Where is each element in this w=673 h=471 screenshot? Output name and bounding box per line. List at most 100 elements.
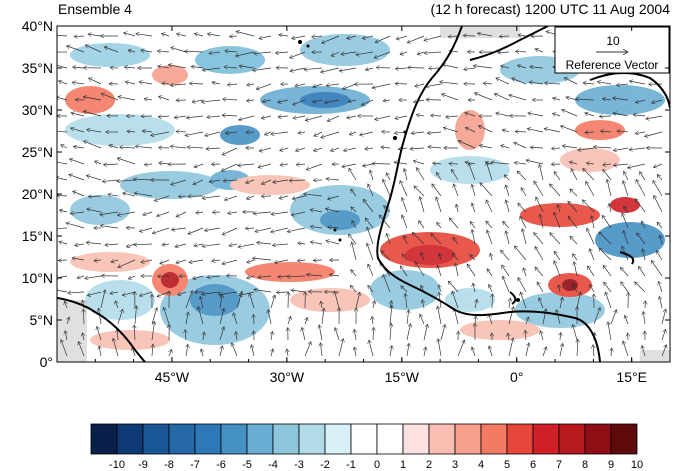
wind-vector <box>439 253 441 261</box>
wind-vector <box>310 226 323 228</box>
wind-vector <box>57 195 68 196</box>
wind-vector <box>298 132 306 133</box>
wind-vector <box>338 339 343 357</box>
colorbar-swatch <box>402 423 430 455</box>
wind-vector <box>480 183 493 197</box>
wind-vector <box>605 292 612 309</box>
wind-vector <box>83 309 84 325</box>
wind-vector <box>117 329 118 341</box>
wind-vector <box>558 205 560 213</box>
wind-vector <box>514 163 527 164</box>
wind-vector <box>212 260 221 261</box>
wind-vector <box>390 346 392 357</box>
wind-vector <box>545 83 561 84</box>
wind-vector <box>271 211 289 214</box>
wind-vector <box>87 291 102 296</box>
wind-vector <box>370 170 374 181</box>
wind-vector <box>594 147 612 148</box>
wind-vector <box>438 306 442 325</box>
wind-vector <box>487 269 493 277</box>
wind-vector <box>310 242 323 244</box>
wind-vector <box>539 164 544 181</box>
wind-vector <box>569 162 578 164</box>
wind-vector <box>144 99 153 100</box>
wind-vector <box>508 333 509 341</box>
wind-vector <box>400 181 408 197</box>
wind-vector <box>381 147 391 148</box>
wind-vector <box>574 262 578 277</box>
wind-vector <box>287 276 306 277</box>
wind-vector <box>99 346 101 357</box>
wind-vector <box>413 161 425 165</box>
wind-vector <box>186 116 204 118</box>
wind-vector <box>72 258 85 260</box>
wind-vector <box>477 33 493 37</box>
wind-vector <box>506 231 510 245</box>
wind-vector <box>110 292 119 294</box>
wind-vector <box>517 171 527 181</box>
wind-vector <box>448 36 459 37</box>
colorbar-swatch <box>584 423 612 455</box>
wind-vector <box>162 244 170 245</box>
wind-vector <box>154 195 170 201</box>
wind-vector <box>273 179 289 182</box>
wind-vector <box>171 47 187 53</box>
colorbar-swatch <box>116 423 144 455</box>
lon-label: 15°E <box>616 369 647 385</box>
wind-vector <box>188 227 204 234</box>
wind-vector <box>57 35 68 37</box>
wind-vector <box>144 164 153 165</box>
wind-vector <box>410 148 425 149</box>
wind-vector <box>355 292 360 309</box>
colorbar-label: 7 <box>556 459 562 471</box>
wind-vector <box>623 181 629 197</box>
wind-vector <box>638 266 646 277</box>
lat-label: 30°N <box>22 102 53 118</box>
wind-vector <box>629 81 646 85</box>
wind-vector <box>360 131 374 135</box>
wind-vector <box>134 325 135 341</box>
wind-vector <box>306 274 323 276</box>
wind-vector <box>186 312 188 325</box>
wind-vector <box>412 232 425 245</box>
wind-vector <box>354 347 356 357</box>
wind-vector <box>321 67 340 72</box>
wind-vector <box>573 284 578 293</box>
wind-vector <box>237 164 255 166</box>
wind-vector <box>622 213 629 229</box>
wind-vector <box>549 184 561 197</box>
wind-vector <box>470 221 476 229</box>
wind-vector <box>661 329 666 341</box>
colorbar-label: -8 <box>164 459 174 471</box>
wind-vector <box>352 242 357 261</box>
wind-vector <box>352 220 357 229</box>
wind-vector <box>158 66 170 68</box>
wind-vector <box>198 307 204 325</box>
wind-vector <box>526 160 544 165</box>
wind-vector <box>271 349 273 357</box>
wind-vector <box>428 147 442 148</box>
wind-vector <box>375 115 391 120</box>
wind-vector <box>453 237 459 245</box>
wind-vector <box>512 78 527 85</box>
wind-vector <box>351 270 357 277</box>
wind-vector <box>275 52 289 53</box>
wind-vector <box>535 246 544 261</box>
wind-vector <box>552 148 561 149</box>
wind-vector <box>239 66 255 68</box>
wind-vector <box>342 163 357 167</box>
wind-vector <box>577 339 578 357</box>
wind-vector <box>394 162 408 164</box>
wind-vector <box>247 276 255 278</box>
wind-vector <box>473 66 493 69</box>
wind-vector <box>86 242 102 244</box>
wind-vector <box>395 115 408 119</box>
wind-vector <box>289 180 306 181</box>
wind-vector <box>560 332 561 341</box>
wind-vector <box>253 314 254 325</box>
wind-vector <box>651 99 663 103</box>
wind-vector <box>178 196 187 197</box>
wind-vector <box>525 343 529 357</box>
wind-vector <box>537 282 544 293</box>
wind-vector <box>515 51 527 52</box>
